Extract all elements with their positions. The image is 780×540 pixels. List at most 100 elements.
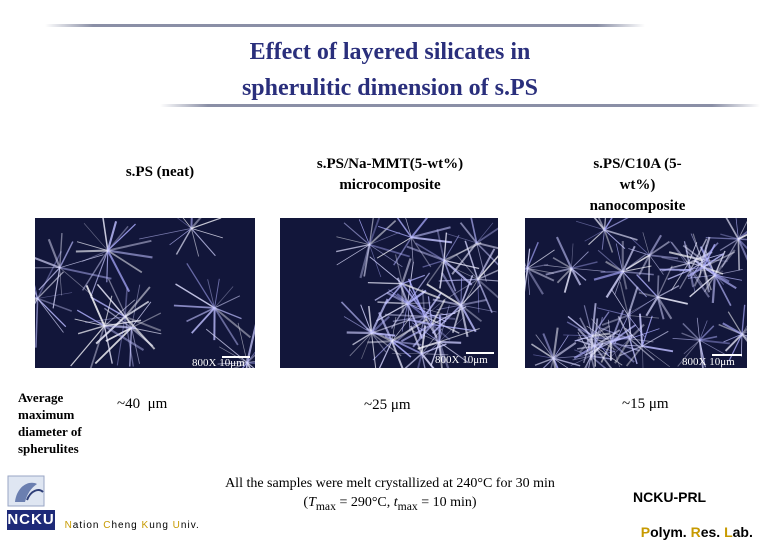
spherulite-ray — [672, 337, 700, 341]
spherulite-ray — [656, 296, 665, 320]
spherulite-ray — [476, 242, 498, 250]
spherulite-ray — [571, 243, 574, 269]
spherulite-ray — [124, 287, 128, 317]
spherulite-ray — [372, 340, 393, 361]
label-line: s.PS/C10A (5- — [593, 156, 682, 172]
spherulite-ray — [641, 315, 653, 347]
spherulite-ray — [76, 241, 108, 251]
spherulite-ray — [649, 254, 679, 260]
spherulite-ray — [104, 299, 136, 327]
spherulite-ray — [642, 345, 674, 353]
title-rule-top — [45, 24, 645, 27]
spherulite-ray — [401, 282, 441, 300]
spherulite-ray — [116, 316, 126, 366]
spherulite-ray — [737, 239, 740, 271]
spherulite-ray — [455, 254, 479, 280]
spherulite — [672, 317, 730, 368]
spherulite-ray — [614, 315, 629, 345]
spherulite-ray — [207, 279, 216, 308]
spherulite-ray — [411, 237, 414, 262]
spherulite-ray — [410, 237, 432, 268]
spherulite-ray — [642, 345, 670, 368]
spherulite-ray — [591, 325, 611, 337]
spherulite-ray — [89, 325, 106, 368]
spherulite-ray — [169, 228, 192, 246]
spherulite-ray — [737, 238, 747, 261]
spherulite-ray — [368, 218, 381, 245]
spherulite-ray — [607, 319, 612, 343]
spherulite — [525, 241, 555, 295]
spherulite-ray — [124, 315, 162, 332]
spherulite-ray — [670, 241, 689, 264]
spherulite-ray — [371, 332, 396, 337]
spherulite-ray — [176, 218, 192, 229]
spherulite-ray — [214, 278, 220, 308]
spherulite-ray — [369, 244, 403, 268]
spherulite — [530, 327, 584, 368]
spherulite-ray — [571, 268, 606, 272]
spherulite — [619, 313, 674, 368]
spherulite-ray — [423, 291, 443, 317]
scale-text-nano: 800X 10μm — [682, 356, 735, 368]
spherulite-ray — [443, 234, 460, 261]
spherulite-ray — [432, 298, 462, 307]
spherulite-ray — [582, 335, 593, 364]
spherulite-ray — [656, 275, 660, 298]
spherulite-ray — [438, 341, 469, 364]
label-line: nanocomposite — [589, 198, 686, 214]
spherulite-ray — [621, 245, 636, 273]
spherulite-ray — [107, 223, 136, 252]
spherulite-ray — [725, 218, 740, 240]
spherulite-ray — [367, 340, 392, 344]
spherulite-ray — [443, 241, 482, 262]
spherulite-ray — [668, 251, 703, 261]
spherulite-ray — [371, 332, 377, 368]
spherulite-ray — [384, 283, 403, 305]
spherulite-ray — [102, 218, 109, 251]
spherulite-ray — [593, 218, 606, 231]
spherulite-ray — [741, 327, 747, 335]
spherulite-ray — [359, 244, 371, 279]
spherulite-ray — [619, 281, 629, 316]
spherulite-ray — [703, 266, 730, 283]
spherulite-ray — [682, 322, 701, 341]
spherulite-ray — [563, 268, 573, 293]
spherulite-ray — [37, 271, 64, 299]
spherulite-ray — [237, 322, 248, 363]
spherulite-ray — [336, 244, 370, 266]
spherulite-ray — [131, 301, 152, 328]
spherulite-ray — [702, 253, 724, 261]
measurement-neat: ~40 μm — [117, 396, 168, 412]
spherulite-ray — [692, 233, 705, 268]
spherulite — [35, 233, 112, 309]
micrograph-neat — [35, 218, 255, 368]
spherulite-ray — [542, 333, 555, 359]
spherulite-ray — [358, 219, 370, 245]
spherulite-ray — [701, 236, 711, 261]
lab-full-name: Polym. Res. Lab. — [633, 508, 753, 540]
spherulite-ray — [605, 271, 624, 299]
spherulite-ray — [628, 315, 660, 319]
spherulite — [705, 218, 747, 271]
note-subscript: max — [397, 499, 418, 513]
spherulite-ray — [131, 312, 162, 329]
spherulite-ray — [77, 325, 105, 335]
spherulite-ray — [604, 229, 626, 249]
spherulite-ray — [740, 334, 743, 357]
spherulite-ray — [689, 274, 716, 298]
spherulite-ray — [438, 341, 443, 368]
spherulite-ray — [728, 333, 743, 362]
spherulite-ray — [738, 238, 747, 241]
spherulite-ray — [594, 345, 616, 352]
spherulite-ray — [610, 288, 629, 316]
spherulite-ray — [421, 343, 447, 355]
spherulite-ray — [213, 307, 252, 339]
spherulite-ray — [711, 275, 716, 304]
spherulite-ray — [129, 327, 133, 367]
spherulite-ray — [721, 238, 739, 268]
spherulite-ray — [378, 341, 393, 368]
spherulite-ray — [368, 219, 397, 246]
spherulite-ray — [393, 236, 413, 266]
spherulite-ray — [107, 249, 143, 274]
spherulite-ray — [409, 288, 433, 325]
